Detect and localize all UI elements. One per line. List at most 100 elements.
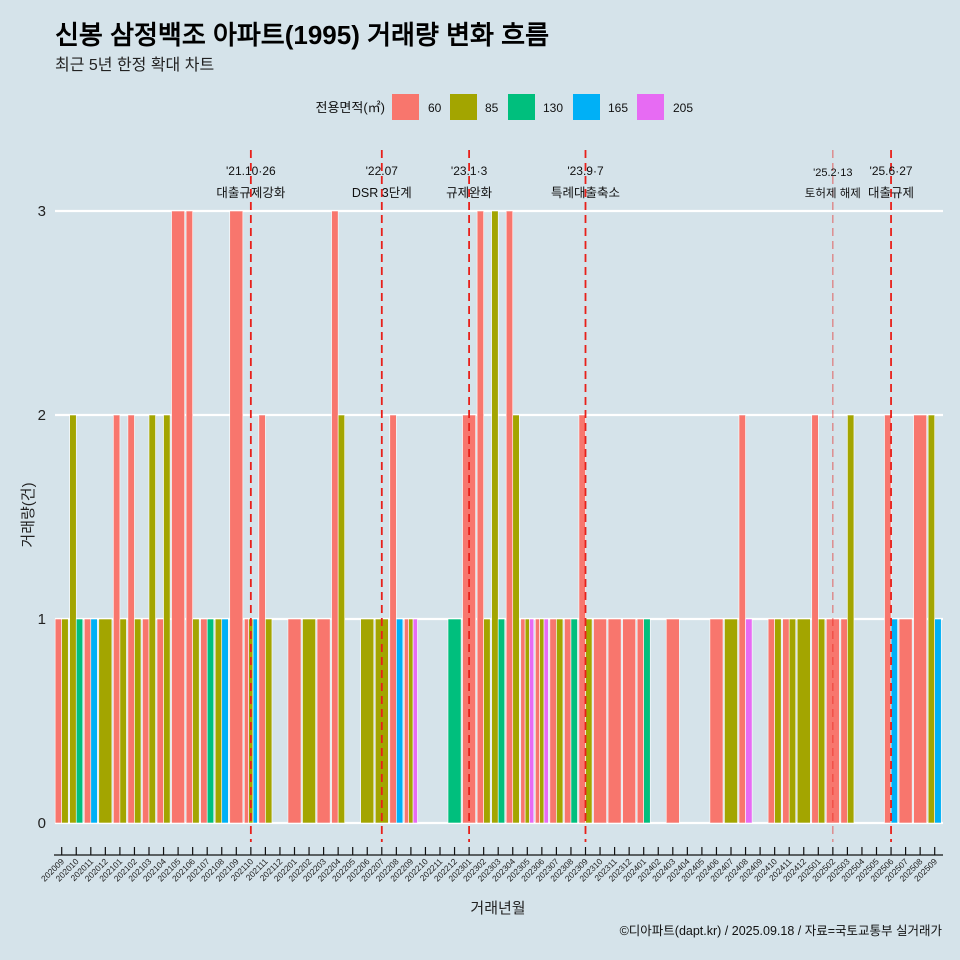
event-description-label: DSR 3단계 [352, 186, 412, 200]
event-date-label: '23.9·7 [567, 164, 604, 178]
event-202207: '22.07 DSR 3단계 [352, 150, 412, 842]
bar-202503-85 [847, 414, 855, 824]
bar-202111-85 [265, 618, 273, 824]
y-tick-label-2: 2 [38, 407, 46, 424]
event-202309: '23.9·7 특례대출축소 [551, 150, 620, 842]
bar-202101-85 [119, 618, 127, 824]
legend-label-205: 205 [673, 101, 693, 115]
bar-202104-85 [163, 414, 171, 824]
bar-202107-130 [206, 618, 215, 824]
bar-202103-60 [142, 618, 150, 824]
event-description-label: 토허제 해제 [805, 187, 861, 200]
event-date-label: '22.07 [366, 164, 399, 178]
bar-202501-60 [811, 414, 819, 824]
bar-202509-85 [927, 414, 936, 824]
y-tick-label-1: 1 [38, 611, 46, 628]
bar-202302-60 [476, 210, 484, 824]
event-date-label: '25.6·27 [870, 164, 913, 178]
bar-202102-60 [127, 414, 135, 824]
bar-202401-130 [643, 618, 651, 824]
bar-202111-60 [258, 414, 266, 824]
legend-label-85: 85 [485, 101, 499, 115]
event-202502: '25.2·13 토허제 해제 [805, 150, 861, 842]
legend-title: 전용면적(㎡) [316, 100, 386, 115]
bar-202209-85 [408, 618, 414, 824]
bar-202305-205 [529, 618, 535, 824]
bar-202102-85 [134, 618, 142, 824]
event-description-label: 규제완화 [446, 186, 493, 200]
bar-202312-60 [622, 618, 636, 824]
chart-title: 신봉 삼정백조 아파트(1995) 거래량 변화 흐름 [55, 20, 549, 50]
bar-202206-85 [360, 618, 375, 824]
event-date-label: '21.10·26 [226, 164, 276, 178]
bar-202410-85 [774, 618, 782, 824]
bar-202408-60 [738, 414, 746, 824]
legend-swatch-85 [450, 94, 477, 120]
event-202301: '23.1·3 규제완화 [446, 150, 493, 842]
bar-202305-85 [524, 618, 530, 824]
bar-202011-60 [83, 618, 92, 824]
bar-202303-130 [497, 618, 506, 824]
bar-202106-85 [192, 618, 200, 824]
event-description-label: 대출규제강화 [216, 186, 286, 200]
bar-202506-60 [884, 414, 892, 824]
bar-202407-85 [724, 618, 738, 824]
bar-202204-60 [331, 210, 339, 824]
bar-202107-60 [200, 618, 208, 824]
bar-202305-60 [520, 618, 526, 824]
bar-202212-130 [447, 618, 462, 824]
bar-202308-130 [570, 618, 578, 824]
bar-202010-85 [69, 414, 77, 824]
bar-202403-60 [665, 618, 680, 824]
bar-202108-85 [214, 618, 223, 824]
bar-202507-60 [898, 618, 913, 824]
event-202506: '25.6·27 대출규제 [868, 150, 914, 842]
bar-202110-60 [244, 618, 249, 824]
bar-202009-60 [54, 618, 63, 824]
bar-202106-60 [185, 210, 193, 824]
legend-label-60: 60 [428, 101, 442, 115]
bar-202411-60 [782, 618, 790, 824]
bar-202201-60 [287, 618, 302, 824]
legend-label-165: 165 [608, 101, 628, 115]
bar-202306-60 [535, 618, 540, 824]
legend-label-130: 130 [543, 101, 563, 115]
event-date-label: '23.1·3 [451, 164, 488, 178]
x-axis-title: 거래년월 [470, 900, 525, 917]
bar-202304-85 [512, 414, 520, 824]
bar-202103-85 [148, 414, 156, 824]
bar-202303-85 [491, 210, 499, 824]
event-date-label: '25.2·13 [813, 167, 852, 179]
bar-202508-60 [913, 414, 927, 824]
bar-202012-85 [98, 618, 113, 824]
bar-202209-60 [404, 618, 410, 824]
bar-202209-205 [412, 618, 418, 824]
bar-202009-85 [61, 618, 69, 824]
bar-202410-60 [767, 618, 775, 824]
legend-swatch-165 [573, 94, 600, 120]
bar-202010-130 [75, 618, 84, 824]
bar-202105-60 [171, 210, 185, 824]
bar-202108-165 [221, 618, 229, 824]
bar-202506-165 [890, 618, 898, 824]
bar-202304-60 [505, 210, 514, 824]
bar-202307-85 [556, 618, 564, 824]
bar-202509-165 [934, 618, 942, 824]
bar-202408-205 [745, 618, 753, 824]
bar-202309-60 [578, 414, 586, 824]
legend: 전용면적(㎡) 60 85 130 165 205 [316, 94, 693, 120]
bar-202302-85 [483, 618, 491, 824]
bar-202110-165 [252, 618, 258, 824]
bar-202203-60 [316, 618, 331, 824]
bar-202208-60 [389, 414, 397, 824]
event-description-label: 대출규제 [868, 186, 914, 200]
legend-item-130: 130 [508, 94, 563, 120]
bar-202306-205 [543, 618, 549, 824]
legend-item-205: 205 [637, 94, 693, 120]
bar-202306-85 [539, 618, 545, 824]
bar-202503-60 [840, 618, 848, 824]
legend-swatch-205 [637, 94, 664, 120]
y-axis-title: 거래량(건) [20, 482, 37, 547]
